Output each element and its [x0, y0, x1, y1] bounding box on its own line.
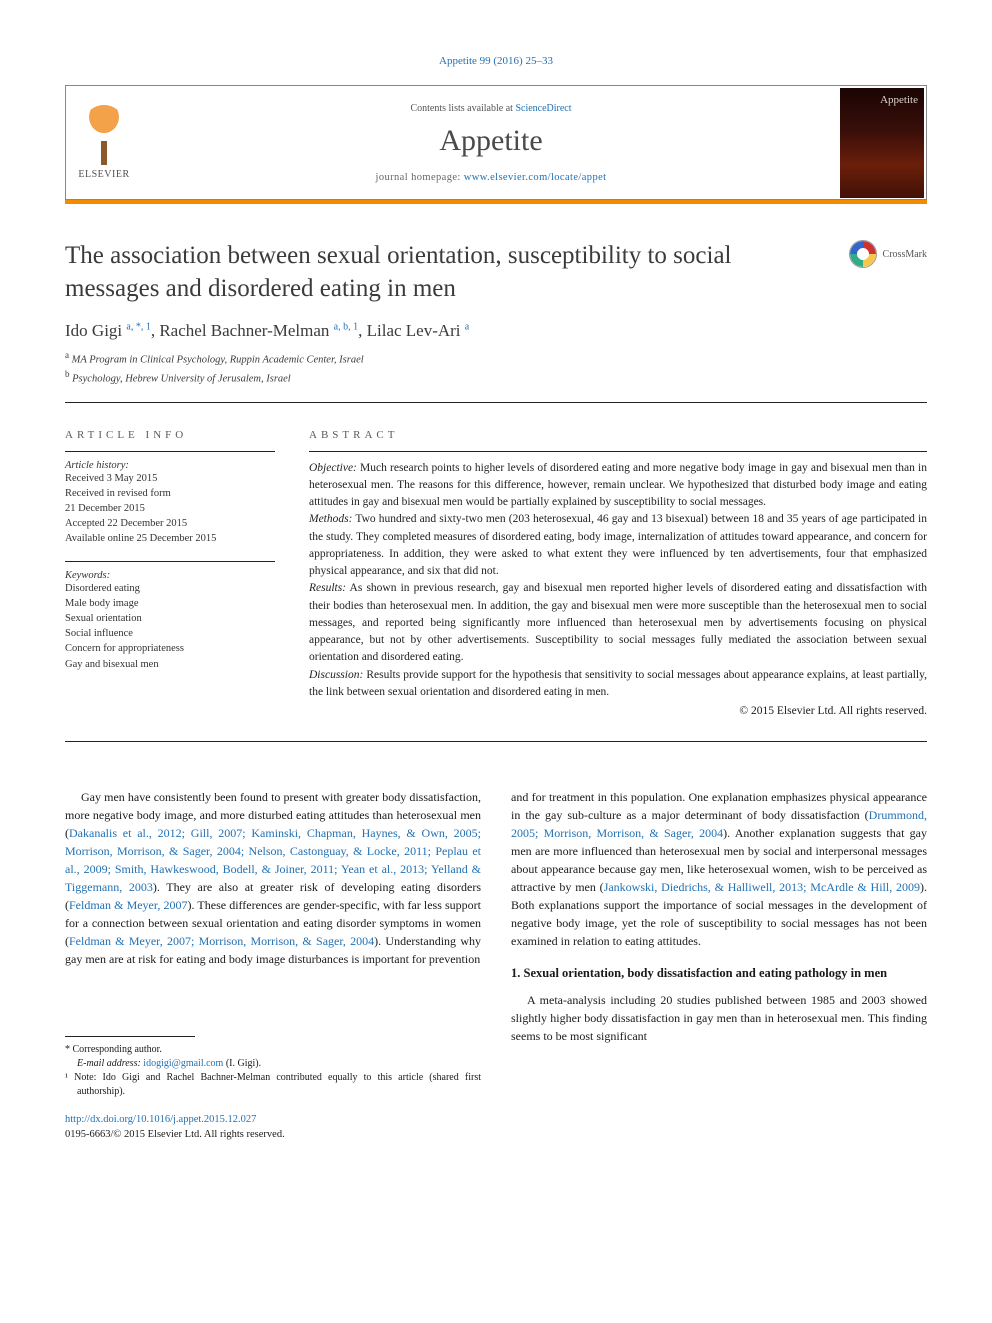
body-right-column: and for treatment in this population. On…	[511, 788, 927, 1142]
history-line: Received in revised form	[65, 486, 275, 501]
history-line: Available online 25 December 2015	[65, 531, 275, 546]
keywords-label: Keywords:	[65, 570, 275, 581]
footnotes: * Corresponding author. E-mail address: …	[65, 1043, 481, 1099]
publisher-label: ELSEVIER	[78, 169, 130, 180]
author: Lilac Lev-Ari a	[367, 321, 470, 340]
keyword: Concern for appropriateness	[65, 641, 275, 656]
citation-link[interactable]: Feldman & Meyer, 2007	[69, 898, 188, 912]
footnote-rule	[65, 1036, 195, 1037]
elsevier-tree-icon	[78, 105, 130, 165]
doi-link[interactable]: http://dx.doi.org/10.1016/j.appet.2015.1…	[65, 1114, 256, 1125]
email-link[interactable]: idogigi@gmail.com	[143, 1058, 223, 1069]
abstract-section-label: Discussion:	[309, 669, 363, 681]
abstract-section-label: Methods:	[309, 513, 352, 525]
email-label: E-mail address:	[65, 1058, 141, 1069]
section-1-heading: 1. Sexual orientation, body dissatisfact…	[511, 964, 927, 983]
contents-prefix: Contents lists available at	[410, 103, 515, 114]
keyword: Sexual orientation	[65, 611, 275, 626]
crossmark-icon	[849, 240, 877, 268]
copyright-line: © 2015 Elsevier Ltd. All rights reserved…	[309, 705, 927, 717]
cover-title: Appetite	[880, 88, 924, 106]
abstract-section-text: As shown in previous research, gay and b…	[309, 582, 927, 663]
journal-name: Appetite	[142, 124, 840, 158]
history-line: Accepted 22 December 2015	[65, 516, 275, 531]
keywords-text: Disordered eatingMale body imageSexual o…	[65, 581, 275, 672]
citation-link[interactable]: Feldman & Meyer, 2007; Morrison, Morriso…	[69, 934, 374, 948]
abstract-section-text: Much research points to higher levels of…	[309, 462, 927, 509]
author: Rachel Bachner-Melman a, b, 1	[159, 321, 358, 340]
history-label: Article history:	[65, 460, 275, 471]
history-text: Received 3 May 2015Received in revised f…	[65, 471, 275, 547]
authors-line: Ido Gigi a, *, 1, Rachel Bachner-Melman …	[65, 321, 927, 341]
abstract: abstract Objective: Much research points…	[309, 429, 927, 718]
homepage-link[interactable]: www.elsevier.com/locate/appet	[464, 172, 607, 183]
journal-header: ELSEVIER Contents lists available at Sci…	[65, 85, 927, 200]
sciencedirect-link[interactable]: ScienceDirect	[515, 103, 571, 114]
abstract-heading: abstract	[309, 429, 927, 441]
body-left-column: Gay men have consistently been found to …	[65, 788, 481, 1142]
email-tail: (I. Gigi).	[223, 1058, 261, 1069]
homepage-line: journal homepage: www.elsevier.com/locat…	[142, 172, 840, 183]
crossmark-label: CrossMark	[883, 249, 927, 260]
homepage-prefix: journal homepage:	[376, 172, 464, 183]
crossmark-badge[interactable]: CrossMark	[849, 240, 927, 268]
article-info: article info Article history: Received 3…	[65, 429, 275, 718]
citation: Appetite 99 (2016) 25–33	[65, 55, 927, 67]
abstract-section-text: Results provide support for the hypothes…	[309, 669, 927, 698]
article-title: The association between sexual orientati…	[65, 240, 849, 305]
keyword: Disordered eating	[65, 581, 275, 596]
affiliation: b Psychology, Hebrew University of Jerus…	[65, 368, 927, 387]
rule	[65, 402, 927, 403]
section-1-para: A meta-analysis including 20 studies pub…	[511, 991, 927, 1045]
publisher-logo: ELSEVIER	[66, 95, 142, 190]
contents-line: Contents lists available at ScienceDirec…	[142, 103, 840, 114]
citation-link[interactable]: Jankowski, Diedrichs, & Halliwell, 2013;…	[604, 880, 920, 894]
keyword: Gay and bisexual men	[65, 657, 275, 672]
history-line: 21 December 2015	[65, 501, 275, 516]
abstract-section-label: Results:	[309, 582, 346, 594]
keyword: Social influence	[65, 626, 275, 641]
journal-cover: Appetite	[840, 88, 924, 198]
author: Ido Gigi a, *, 1	[65, 321, 151, 340]
keyword: Male body image	[65, 596, 275, 611]
abstract-section-text: Two hundred and sixty-two men (203 heter…	[309, 513, 927, 577]
abstract-section-label: Objective:	[309, 462, 357, 474]
doi-block: http://dx.doi.org/10.1016/j.appet.2015.1…	[65, 1113, 481, 1142]
affiliations: a MA Program in Clinical Psychology, Rup…	[65, 349, 927, 388]
citation-link[interactable]: Drummond, 2005; Morrison, Morrison, & Sa…	[511, 808, 927, 840]
affiliation: a MA Program in Clinical Psychology, Rup…	[65, 349, 927, 368]
shared-authorship-note: ¹ Note: Ido Gigi and Rachel Bachner-Melm…	[65, 1071, 481, 1099]
issn-line: 0195-6663/© 2015 Elsevier Ltd. All right…	[65, 1129, 285, 1140]
citation-link[interactable]: Dakanalis et al., 2012; Gill, 2007; Kami…	[65, 826, 481, 894]
corresponding-author: * Corresponding author.	[65, 1043, 481, 1057]
history-line: Received 3 May 2015	[65, 471, 275, 486]
article-info-heading: article info	[65, 429, 275, 441]
